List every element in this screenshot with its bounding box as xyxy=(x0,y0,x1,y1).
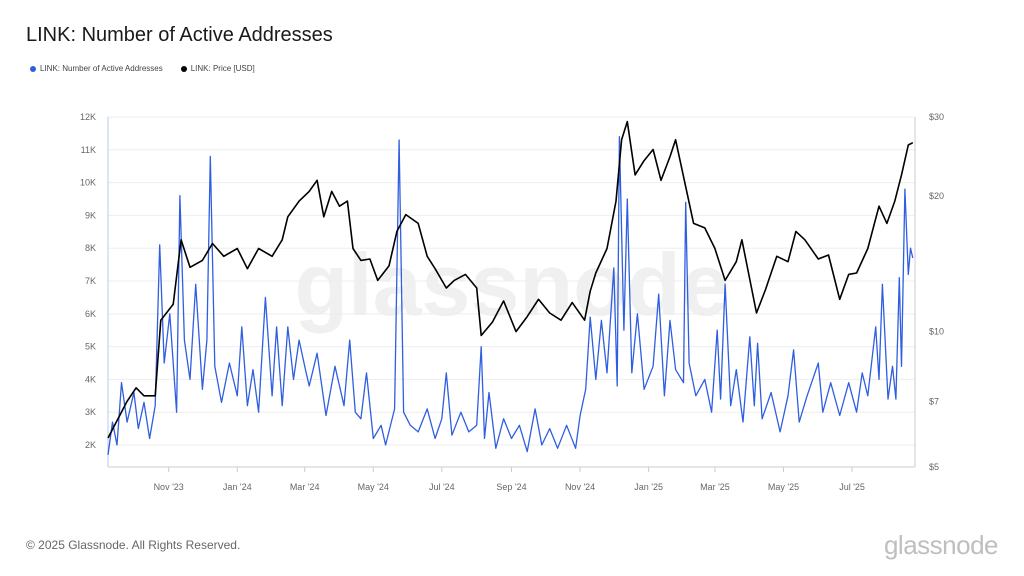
y-left-tick-label: 5K xyxy=(85,342,96,352)
y-left-tick-label: 8K xyxy=(85,243,96,253)
y-left-tick-label: 9K xyxy=(85,210,96,220)
chart-title: LINK: Number of Active Addresses xyxy=(26,24,333,46)
glassnode-logo: glassnode xyxy=(883,530,999,560)
y-left-tick-label: 6K xyxy=(85,309,96,319)
price-line xyxy=(107,120,914,439)
y-right-tick-label: $7 xyxy=(929,396,939,406)
x-tick-label: Jul '25 xyxy=(839,482,865,492)
watermark: glassnode xyxy=(294,235,729,334)
y-right-tick-label: $5 xyxy=(929,462,939,472)
legend-dot-icon xyxy=(30,65,36,72)
x-tick-label: Jan '25 xyxy=(634,482,663,492)
x-tick-label: Sep '24 xyxy=(496,482,526,492)
legend-item-price[interactable]: LINK: Price [USD] xyxy=(180,64,255,73)
x-tick-label: Mar '25 xyxy=(700,482,730,492)
x-tick-label: Jan '24 xyxy=(223,482,252,492)
y-left-tick-label: 10K xyxy=(80,178,96,188)
y-right-tick-label: $10 xyxy=(929,327,944,337)
legend-label: LINK: Price [USD] xyxy=(190,64,255,73)
y-left-tick-label: 3K xyxy=(85,407,96,417)
copyright: © 2025 Glassnode. All Rights Reserved. xyxy=(26,538,241,552)
y-left-tick-label: 11K xyxy=(81,145,96,155)
y-right-tick-label: $20 xyxy=(929,191,944,201)
x-tick-label: May '25 xyxy=(768,482,799,492)
y-left-tick-label: 2K xyxy=(85,440,96,450)
x-tick-label: Mar '24 xyxy=(290,482,320,492)
x-tick-label: Nov '23 xyxy=(154,482,184,492)
y-left-tick-label: 12K xyxy=(80,112,96,122)
legend: LINK: Number of Active Addresses LINK: P… xyxy=(30,64,255,73)
active-addresses-line xyxy=(107,136,914,455)
x-tick-label: May '24 xyxy=(358,482,389,492)
legend-dot-icon xyxy=(180,65,187,72)
y-right-tick-label: $30 xyxy=(929,112,944,122)
legend-item-active-addresses[interactable]: LINK: Number of Active Addresses xyxy=(30,64,163,73)
y-left-tick-label: 7K xyxy=(85,276,96,286)
x-tick-label: Jul '24 xyxy=(429,482,455,492)
y-left-tick-label: 4K xyxy=(85,374,96,384)
legend-label: LINK: Number of Active Addresses xyxy=(40,64,163,73)
x-tick-label: Nov '24 xyxy=(565,482,595,492)
